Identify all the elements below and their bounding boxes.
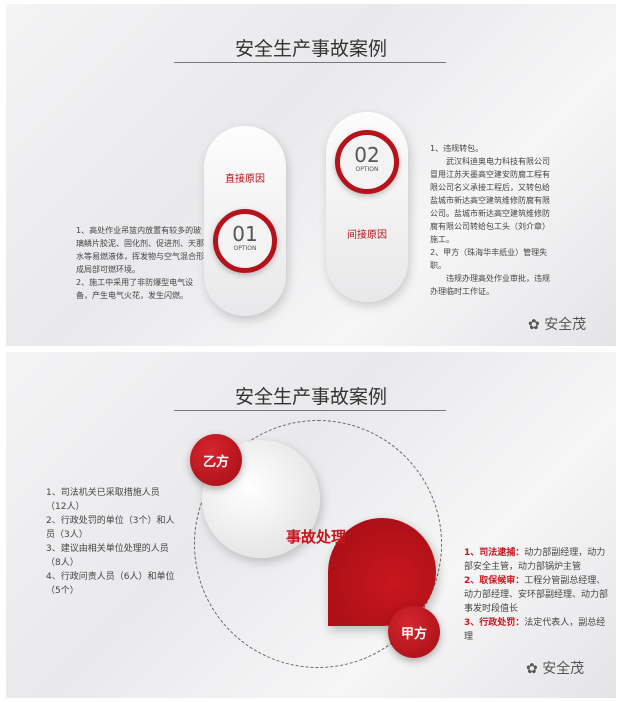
slide-1: 安全生产事故案例 1、高处作业吊篮内放置有较多的玻璃鳞片胶泥、固化剂、促进剂、天… bbox=[6, 4, 616, 346]
wechat-icon: ✿ bbox=[528, 317, 540, 333]
title-underline bbox=[174, 410, 446, 411]
watermark-text: 安全茂 bbox=[542, 661, 585, 677]
indirect-cause-text: 1、违规转包。 武汉科迪奥电力科技有限公司冒用江苏天墨高空建安防腐工程有限公司名… bbox=[430, 142, 556, 298]
penalty-head: 3、行政处罚： bbox=[464, 618, 525, 628]
center-label: 事故处理 bbox=[286, 528, 347, 546]
penalty-head: 2、取保候审： bbox=[464, 576, 525, 586]
slide-2: 安全生产事故案例 乙方 甲方 事故处理 1、司法机关已采取措施人员（12人） 2… bbox=[6, 352, 616, 698]
penalty-item: 1、司法逮捕：动力部副经理，动力部安全主管，动力部锅炉主管 bbox=[464, 546, 610, 574]
text-line: 4、行政问责人员（6人）和单位（5个） bbox=[46, 572, 175, 596]
handling-summary: 1、司法机关已采取措施人员（12人） 2、行政处罚的单位（3个）和人员（3人） … bbox=[46, 486, 176, 598]
text-line: 违规办理高处作业审批，违规办理临时工作证。 bbox=[430, 274, 550, 296]
slide-title: 安全生产事故案例 bbox=[234, 386, 387, 408]
text-line: 2、施工中采用了非防爆型电气设备，产生电气火花，发生闪燃。 bbox=[76, 278, 194, 300]
watermark: ✿ 安全茂 bbox=[526, 658, 584, 678]
option-sub: OPTION bbox=[233, 245, 257, 252]
watermark: ✿ 安全茂 bbox=[528, 314, 586, 334]
party-b-badge: 乙方 bbox=[190, 434, 242, 486]
title-underline bbox=[174, 62, 446, 63]
penalty-item: 2、取保候审：工程分管副总经理、动力部经理、安环部副经理、动力部事发时段值长 bbox=[464, 574, 610, 616]
dashed-circle bbox=[194, 420, 442, 668]
text-line: 1、高处作业吊篮内放置有较多的玻璃鳞片胶泥、固化剂、促进剂、天那水等易燃液体，挥… bbox=[76, 226, 204, 274]
option-1-badge: 01 OPTION bbox=[213, 209, 277, 273]
penalty-body: 动力部副经理，动力部安全主管，动力部锅炉主管 bbox=[464, 548, 606, 572]
option-2-badge: 02 OPTION bbox=[335, 130, 399, 194]
slide-title: 安全生产事故案例 bbox=[234, 38, 387, 60]
text-line: 1、违规转包。 bbox=[430, 144, 484, 153]
text-line: 2、甲方（珠海华丰纸业）管理失职。 bbox=[430, 248, 548, 270]
direct-cause-text: 1、高处作业吊篮内放置有较多的玻璃鳞片胶泥、固化剂、促进剂、天那水等易燃液体，挥… bbox=[76, 224, 204, 302]
watermark-text: 安全茂 bbox=[544, 317, 587, 333]
penalty-body: 法定代表人，副总经理 bbox=[464, 618, 606, 642]
text-line: 1、司法机关已采取措施人员（12人） bbox=[46, 488, 160, 512]
penalty-head: 1、司法逮捕： bbox=[464, 548, 525, 558]
option-sub: OPTION bbox=[355, 166, 379, 173]
party-a-badge: 甲方 bbox=[388, 606, 440, 658]
penalty-item: 3、行政处罚：法定代表人，副总经理 bbox=[464, 616, 610, 644]
text-line: 2、行政处罚的单位（3个）和人员（3人） bbox=[46, 516, 175, 540]
option-number: 02 bbox=[354, 143, 380, 167]
text-line: 武汉科迪奥电力科技有限公司冒用江苏天墨高空建安防腐工程有限公司名义承接工程后，又… bbox=[430, 157, 550, 244]
wechat-icon: ✿ bbox=[526, 661, 538, 677]
penalty-list: 1、司法逮捕：动力部副经理，动力部安全主管，动力部锅炉主管 2、取保候审：工程分… bbox=[464, 546, 610, 644]
direct-cause-label: 直接原因 bbox=[225, 174, 265, 185]
indirect-cause-label: 间接原因 bbox=[347, 230, 387, 241]
text-line: 3、建议由相关单位处理的人员（8人） bbox=[46, 544, 169, 568]
penalty-body: 工程分管副总经理、动力部经理、安环部副经理、动力部事发时段值长 bbox=[464, 576, 609, 614]
option-number: 01 bbox=[232, 222, 258, 246]
